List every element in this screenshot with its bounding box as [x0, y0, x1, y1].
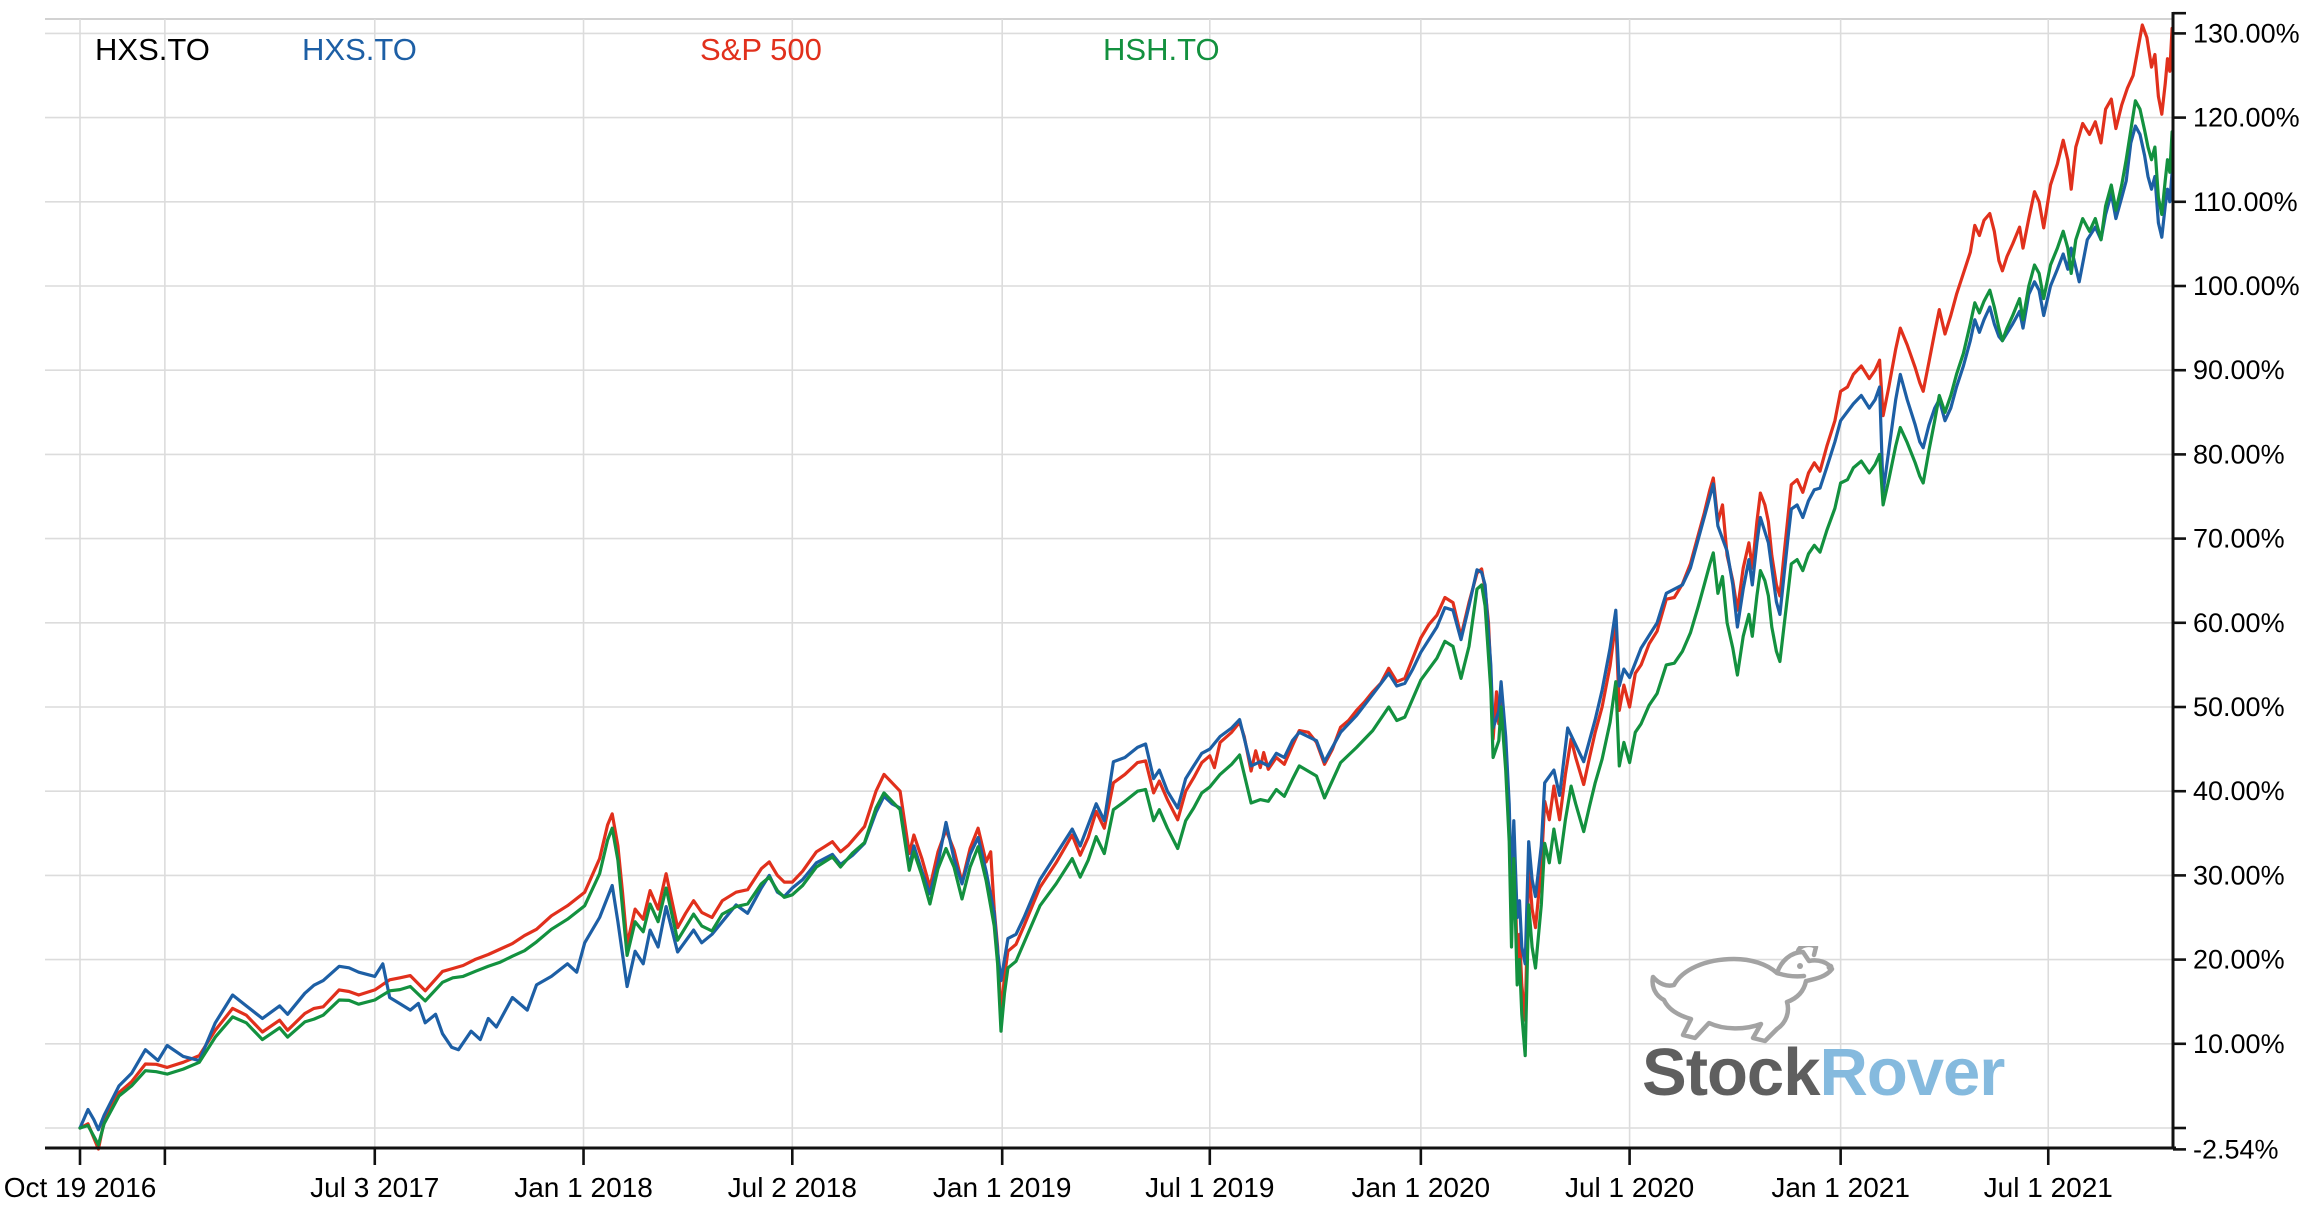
y-tick-label: 40.00% — [2193, 776, 2285, 806]
y-tick-label: -2.54% — [2193, 1134, 2279, 1164]
legend-item-hxs-primary[interactable]: HXS.TO — [95, 32, 210, 67]
y-tick-label: 10.00% — [2193, 1029, 2285, 1059]
stockrover-dog-icon — [1650, 946, 1835, 1044]
watermark-stock-text: Stock — [1642, 1035, 1820, 1110]
y-tick-label: 90.00% — [2193, 355, 2285, 385]
series-line-hxs — [78, 124, 2174, 1132]
x-tick-label: Jan 1 2018 — [514, 1172, 653, 1203]
watermark-rover-text: Rover — [1819, 1035, 2005, 1110]
legend-item-hxs[interactable]: HXS.TO — [302, 32, 417, 67]
y-tick-label: 20.00% — [2193, 945, 2285, 975]
series-line-hsh — [78, 99, 2174, 1147]
y-tick-label: 50.00% — [2193, 692, 2285, 722]
x-tick-label: Jan 1 2021 — [1771, 1172, 1910, 1203]
y-tick-label: 80.00% — [2193, 439, 2285, 469]
y-tick-label: 60.00% — [2193, 608, 2285, 638]
legend-item-sp500[interactable]: S&P 500 — [700, 32, 822, 67]
x-tick-label: Jul 2 2018 — [728, 1172, 857, 1203]
y-tick-label: 120.00% — [2193, 103, 2300, 133]
x-tick-label: Oct 19 2016 — [4, 1172, 157, 1203]
stockrover-watermark: StockRover — [1638, 946, 2058, 1116]
legend-item-hsh[interactable]: HSH.TO — [1103, 32, 1220, 67]
chart-legend: HXS.TO HXS.TO S&P 500 HSH.TO — [0, 33, 2312, 69]
y-tick-label: 70.00% — [2193, 524, 2285, 554]
y-tick-label: 110.00% — [2193, 187, 2298, 217]
y-tick-label: 100.00% — [2193, 271, 2300, 301]
x-tick-label: Jul 3 2017 — [310, 1172, 439, 1203]
x-tick-label: Jul 1 2021 — [1984, 1172, 2113, 1203]
stockrover-wordmark[interactable]: StockRover — [1642, 1034, 2005, 1111]
x-tick-label: Jan 1 2020 — [1352, 1172, 1491, 1203]
series-line-sp500 — [78, 23, 2174, 1151]
y-tick-label: 130.00% — [2193, 18, 2300, 48]
y-tick-label: 30.00% — [2193, 860, 2285, 890]
x-tick-label: Jul 1 2020 — [1565, 1172, 1694, 1203]
x-tick-label: Jan 1 2019 — [933, 1172, 1072, 1203]
x-tick-label: Jul 1 2019 — [1145, 1172, 1274, 1203]
